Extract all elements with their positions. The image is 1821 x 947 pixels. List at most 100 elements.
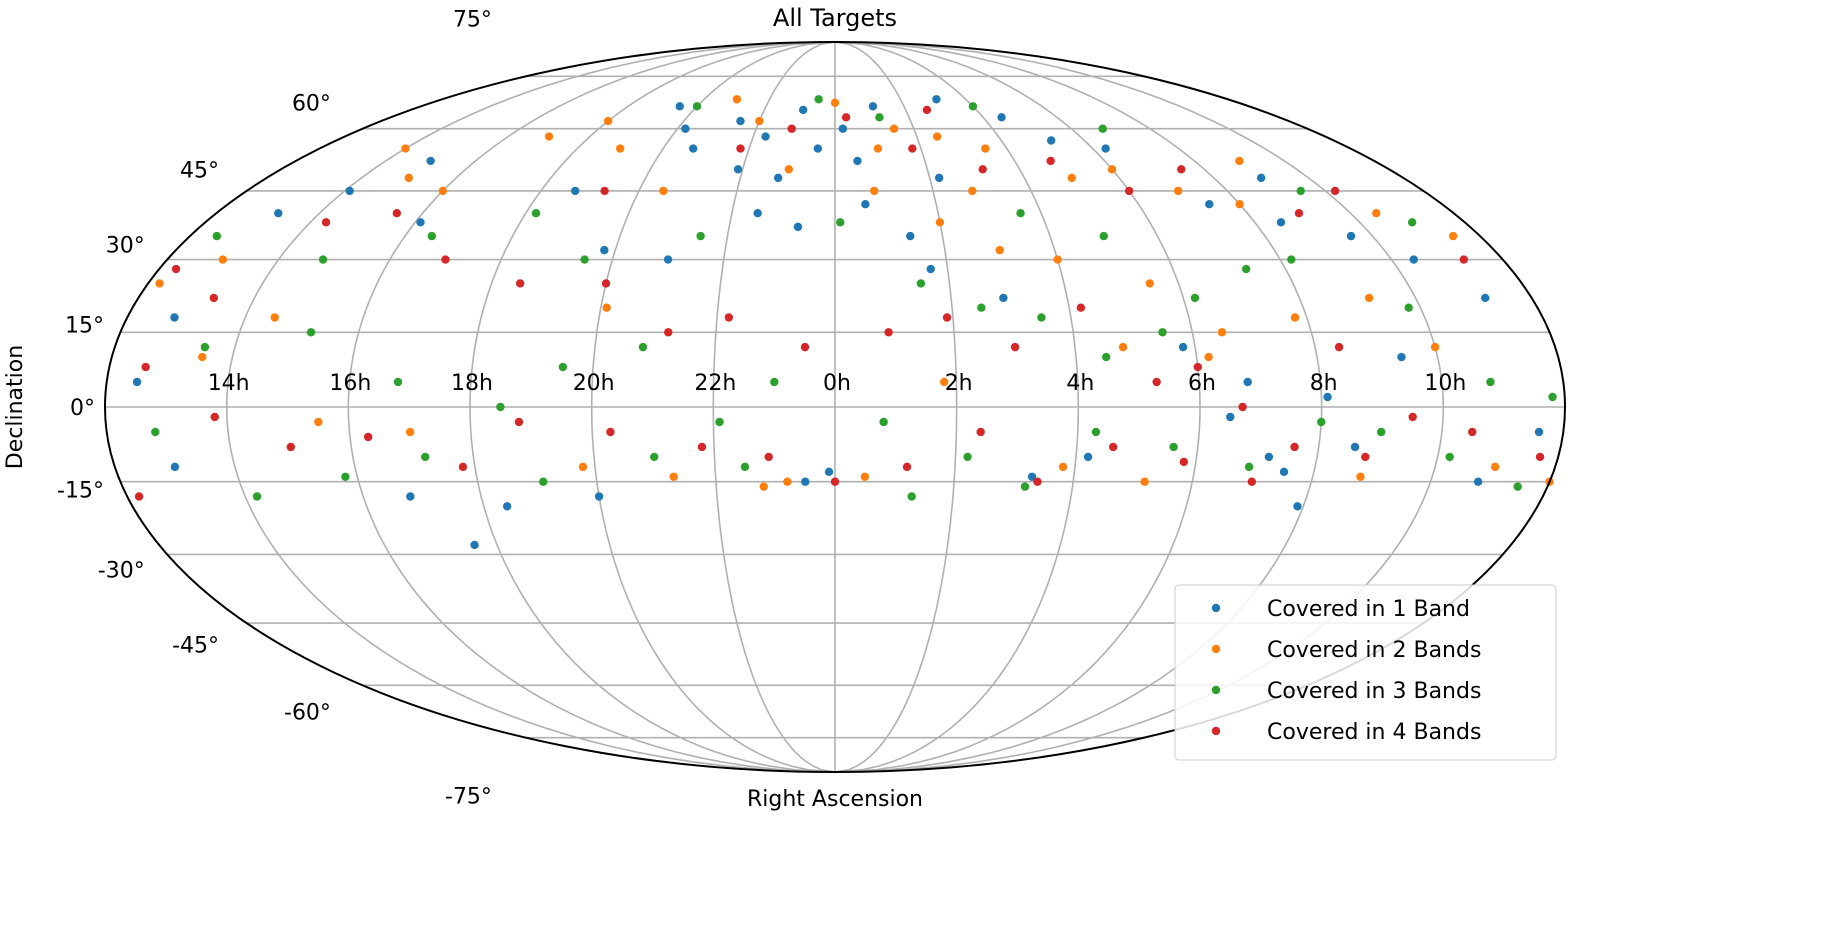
data-point bbox=[306, 328, 316, 337]
data-point bbox=[1235, 199, 1244, 209]
legend-item: Covered in 1 Band bbox=[1211, 597, 1470, 622]
data-point bbox=[813, 144, 823, 153]
data-point bbox=[601, 279, 611, 288]
data-point bbox=[715, 417, 724, 427]
data-point bbox=[681, 124, 690, 133]
meridian-gridline bbox=[712, 41, 836, 773]
data-point bbox=[252, 492, 262, 501]
data-point bbox=[783, 477, 792, 486]
data-point bbox=[995, 245, 1004, 255]
data-point bbox=[978, 165, 987, 174]
data-point bbox=[209, 293, 219, 303]
data-point bbox=[470, 540, 479, 550]
data-point bbox=[1317, 417, 1326, 427]
data-point bbox=[404, 173, 414, 183]
data-point bbox=[1459, 255, 1469, 264]
meridian-gridline bbox=[834, 41, 1080, 773]
data-point bbox=[392, 208, 402, 218]
data-point bbox=[341, 472, 350, 481]
data-point bbox=[1290, 442, 1299, 452]
data-point bbox=[1294, 208, 1304, 218]
data-point bbox=[426, 156, 435, 166]
data-point bbox=[600, 245, 609, 255]
meridian-gridline bbox=[834, 41, 958, 773]
data-point bbox=[345, 186, 354, 196]
data-point bbox=[736, 144, 745, 153]
data-point bbox=[1346, 231, 1356, 241]
legend-item: Covered in 2 Bands bbox=[1211, 638, 1481, 663]
data-point bbox=[1178, 342, 1188, 352]
data-point bbox=[1053, 255, 1062, 264]
data-point bbox=[773, 173, 783, 183]
data-point bbox=[830, 477, 840, 486]
data-point bbox=[1193, 362, 1203, 372]
legend-label: Covered in 3 Bands bbox=[1267, 679, 1481, 704]
data-point bbox=[669, 472, 678, 481]
data-point bbox=[155, 279, 164, 288]
data-point bbox=[578, 462, 588, 472]
data-point bbox=[1330, 186, 1340, 196]
data-point bbox=[531, 208, 541, 218]
data-point bbox=[171, 264, 181, 274]
data-point bbox=[732, 95, 742, 104]
data-point bbox=[873, 144, 883, 153]
data-point bbox=[1534, 427, 1544, 437]
x-tick-label: 10h bbox=[1424, 371, 1466, 396]
data-point bbox=[784, 165, 794, 174]
data-point bbox=[770, 377, 779, 387]
data-point bbox=[405, 427, 415, 437]
data-point bbox=[1118, 342, 1128, 352]
data-point bbox=[934, 173, 944, 183]
legend-label: Covered in 4 Bands bbox=[1267, 720, 1481, 745]
data-point bbox=[963, 452, 972, 462]
data-point bbox=[1247, 477, 1257, 486]
x-tick-label: 2h bbox=[945, 371, 973, 396]
data-point bbox=[968, 186, 977, 196]
data-point bbox=[594, 492, 604, 501]
sky-boundary bbox=[104, 41, 1566, 773]
data-point bbox=[663, 255, 673, 264]
legend-label: Covered in 1 Band bbox=[1267, 597, 1470, 622]
series-1-points bbox=[132, 95, 1544, 550]
data-point bbox=[1098, 124, 1107, 133]
data-point bbox=[314, 417, 323, 427]
data-point bbox=[210, 412, 219, 422]
meridian-gridline bbox=[834, 41, 1201, 773]
y-tick-label: 75° bbox=[453, 7, 492, 32]
y-tick-label: -45° bbox=[172, 633, 219, 658]
data-point bbox=[616, 144, 625, 153]
data-point bbox=[544, 132, 554, 141]
x-tick-label: 18h bbox=[451, 371, 493, 396]
data-point bbox=[1287, 255, 1296, 264]
data-point bbox=[1140, 477, 1149, 486]
tick-labels: 14h 16h 18h 20h 22h 0h 2h 4h 6h 8h 10h 75° 60° 45° 30°… bbox=[57, 7, 1466, 809]
data-point bbox=[515, 279, 525, 288]
data-point bbox=[830, 98, 840, 107]
data-point bbox=[736, 116, 745, 126]
data-point bbox=[838, 124, 848, 133]
series-3-points bbox=[151, 95, 1557, 501]
data-point bbox=[801, 477, 810, 486]
x-tick-label: 16h bbox=[329, 371, 371, 396]
data-point bbox=[441, 255, 450, 264]
data-point bbox=[932, 132, 942, 141]
data-point bbox=[875, 113, 884, 122]
data-point bbox=[1169, 442, 1178, 452]
series-4-points bbox=[134, 105, 1545, 501]
meridian-gridline bbox=[225, 41, 836, 773]
data-point bbox=[514, 417, 524, 427]
data-point bbox=[753, 208, 762, 218]
data-point bbox=[274, 208, 283, 218]
y-tick-label: 60° bbox=[292, 92, 331, 117]
data-point bbox=[800, 342, 810, 352]
legend-marker bbox=[1211, 685, 1221, 695]
data-point bbox=[1264, 452, 1274, 462]
data-point bbox=[841, 113, 851, 122]
data-point bbox=[932, 95, 941, 104]
data-point bbox=[170, 313, 179, 322]
series-2-points bbox=[155, 95, 1554, 491]
data-point bbox=[1033, 477, 1042, 486]
data-point bbox=[981, 144, 990, 153]
data-point bbox=[942, 313, 952, 322]
data-point bbox=[198, 352, 207, 362]
